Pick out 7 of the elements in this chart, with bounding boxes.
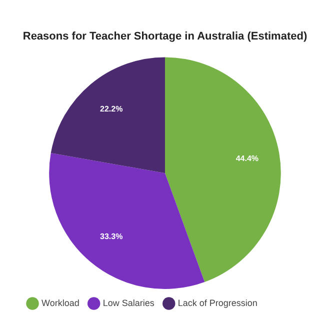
chart-title: Reasons for Teacher Shortage in Australia (Estimated) (22, 30, 308, 43)
legend-label: Low Salaries (102, 298, 155, 308)
data-label: 33.3% (100, 232, 123, 242)
data-label: 44.4% (236, 154, 259, 163)
legend-label: Workload (42, 298, 80, 308)
legend-label: Lack of Progression (178, 298, 258, 308)
data-label: 22.2% (100, 104, 123, 114)
